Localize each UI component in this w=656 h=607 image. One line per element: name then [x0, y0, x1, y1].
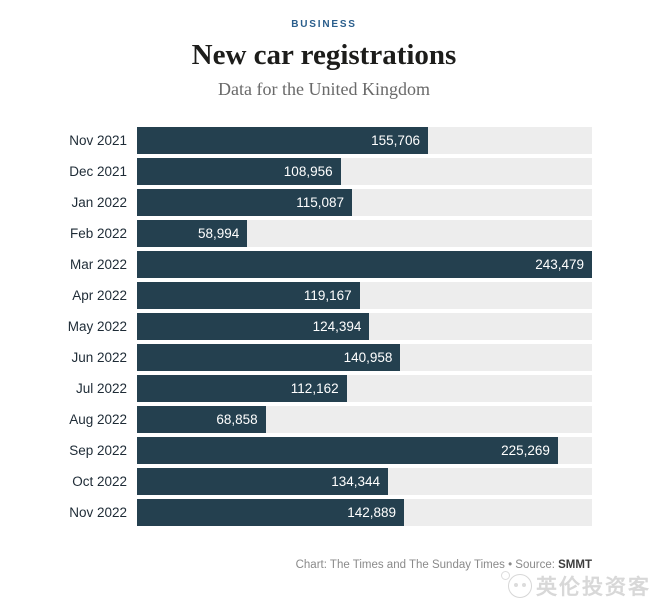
chart-row: Nov 2021 155,706 [56, 125, 592, 156]
bar-value-label: 243,479 [535, 257, 584, 272]
row-label: Sep 2022 [69, 443, 127, 458]
bar-track: 112,162 [137, 375, 592, 402]
bar-track: 243,479 [137, 251, 592, 278]
row-label: Nov 2021 [69, 133, 127, 148]
bar-track: 108,956 [137, 158, 592, 185]
bar: 243,479 [137, 251, 592, 278]
panda-logo-icon [501, 571, 532, 598]
watermark-text: 英伦投资客 [536, 576, 651, 599]
bar-value-label: 112,162 [290, 381, 339, 396]
chart-row: Jun 2022 140,958 [56, 342, 592, 373]
bar-value-label: 225,269 [501, 443, 550, 458]
chart-row: Oct 2022 134,344 [56, 466, 592, 497]
chart-row: Jul 2022 112,162 [56, 373, 592, 404]
bar-value-label: 142,889 [347, 505, 397, 520]
bar: 58,994 [137, 220, 248, 247]
chart-row: Mar 2022 243,479 [56, 249, 592, 280]
bar-track: 134,344 [137, 468, 592, 495]
bar-value-label: 108,956 [283, 164, 333, 179]
row-label: Jul 2022 [75, 381, 127, 396]
chart-row: Sep 2022 225,269 [56, 435, 592, 466]
bar-track: 140,958 [137, 344, 592, 371]
bar-value-label: 155,706 [371, 133, 420, 148]
row-label: Jan 2022 [71, 195, 127, 210]
bar: 108,956 [137, 158, 341, 185]
bar: 115,087 [137, 189, 353, 216]
chart-row: Feb 2022 58,994 [56, 218, 592, 249]
bar-value-label: 134,344 [331, 474, 381, 489]
bar-track: 142,889 [137, 499, 592, 526]
row-label: Dec 2021 [69, 164, 127, 179]
bar-track: 58,994 [137, 220, 592, 247]
bar-track: 124,394 [137, 313, 592, 340]
chart-footer: Chart: The Times and The Sunday Times • … [56, 558, 592, 572]
bar: 112,162 [137, 375, 347, 402]
chart-row: Jan 2022 115,087 [56, 187, 592, 218]
footer-separator: • [508, 559, 513, 571]
bar: 140,958 [137, 344, 401, 371]
chart-subtitle: Data for the United Kingdom [218, 79, 430, 99]
bar-value-label: 140,958 [343, 350, 393, 365]
row-label: Mar 2022 [69, 257, 127, 272]
bar: 68,858 [137, 406, 266, 433]
bar-value-label: 124,394 [312, 319, 362, 334]
chart-row: May 2022 124,394 [56, 311, 592, 342]
bar: 124,394 [137, 313, 370, 340]
bar-track: 155,706 [137, 127, 592, 154]
row-label: Feb 2022 [69, 226, 127, 241]
row-label: May 2022 [67, 319, 127, 334]
row-label: Aug 2022 [69, 412, 127, 427]
chart-row: Aug 2022 68,858 [56, 404, 592, 435]
bar-value-label: 119,167 [303, 288, 352, 303]
bar-track: 115,087 [137, 189, 592, 216]
bar-chart: Nov 2021 155,706 Dec 2021 108,956 Jan 20… [56, 125, 592, 528]
row-label: Jun 2022 [71, 350, 127, 365]
chart-title: New car registrations [191, 39, 457, 71]
bar: 142,889 [137, 499, 405, 526]
row-label: Apr 2022 [72, 288, 127, 303]
chart-row: Nov 2022 142,889 [56, 497, 592, 528]
bar-track: 225,269 [137, 437, 592, 464]
bar: 134,344 [137, 468, 389, 495]
bar: 155,706 [137, 127, 428, 154]
bar-track: 68,858 [137, 406, 592, 433]
bar-value-label: 58,994 [197, 226, 240, 241]
chart-row: Apr 2022 119,167 [56, 280, 592, 311]
bar-track: 119,167 [137, 282, 592, 309]
source-link[interactable]: SMMT [558, 559, 592, 571]
bar-value-label: 68,858 [216, 412, 258, 427]
watermark: 英伦投资客 [501, 571, 651, 601]
bar: 119,167 [137, 282, 360, 309]
row-label: Nov 2022 [69, 505, 127, 520]
chart-credit: The Times and The Sunday Times [329, 559, 505, 571]
chart-row: Dec 2021 108,956 [56, 156, 592, 187]
chart-credit-prefix: Chart: [295, 559, 327, 571]
section-kicker: BUSINESS [291, 19, 357, 30]
bar-value-label: 115,087 [296, 195, 345, 210]
row-label: Oct 2022 [72, 474, 127, 489]
bar: 225,269 [137, 437, 558, 464]
source-prefix: Source: [515, 559, 555, 571]
chart-card: BUSINESS New car registrations Data for … [56, 0, 592, 572]
